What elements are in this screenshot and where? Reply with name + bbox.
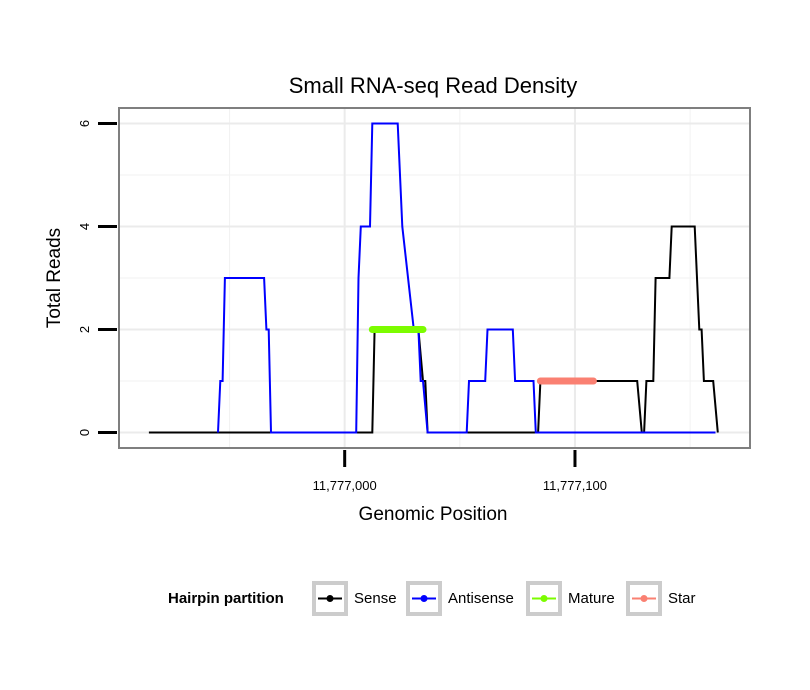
legend-key-point bbox=[540, 595, 548, 602]
legend-title: Hairpin partition bbox=[168, 590, 284, 607]
legend-label-mature: Mature bbox=[568, 590, 615, 607]
y-axis-title: Total Reads bbox=[44, 228, 65, 328]
chart-title: Small RNA-seq Read Density bbox=[289, 73, 578, 98]
legend-label-star: Star bbox=[668, 590, 696, 607]
y-tick-label: 0 bbox=[77, 429, 92, 436]
x-axis-title: Genomic Position bbox=[359, 504, 508, 525]
y-tick-label: 2 bbox=[77, 326, 92, 333]
x-axis: 11,777,000 11,777,100 bbox=[313, 450, 607, 493]
legend-key-point bbox=[420, 595, 428, 602]
x-tick-label: 11,777,000 bbox=[313, 478, 377, 493]
legend-key-point bbox=[640, 595, 648, 602]
legend-key-point bbox=[326, 595, 334, 602]
legend-label-antisense: Antisense bbox=[448, 590, 514, 607]
series-layer bbox=[148, 122, 719, 434]
series-line-antisense bbox=[217, 122, 716, 434]
x-tick-label: 11,777,100 bbox=[543, 478, 607, 493]
y-tick-label: 4 bbox=[77, 223, 92, 230]
legend-label-sense: Sense bbox=[354, 590, 397, 607]
legend: Hairpin partition Sense Antisense Mature St… bbox=[168, 581, 696, 616]
plot-panel-border bbox=[118, 107, 751, 449]
y-axis: 0 2 4 6 bbox=[77, 120, 117, 436]
y-tick-label: 6 bbox=[77, 120, 92, 127]
